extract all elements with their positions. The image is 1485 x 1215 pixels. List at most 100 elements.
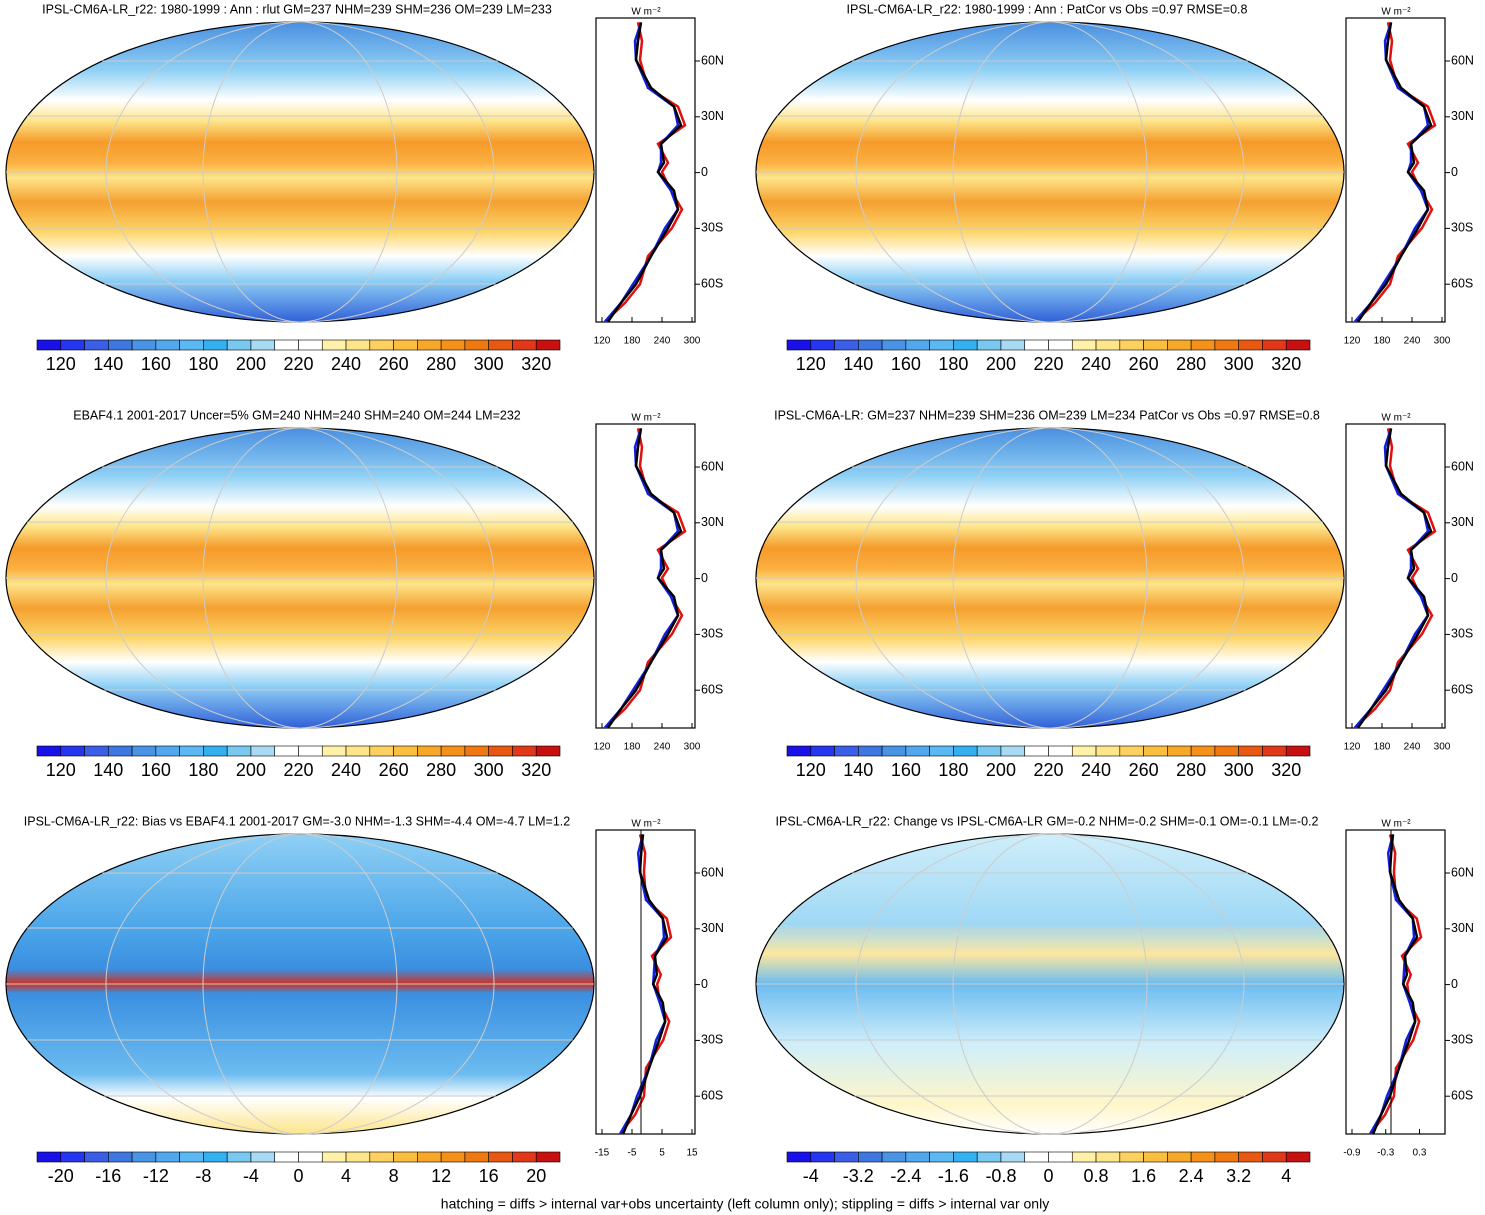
- colorbar-box: [1048, 339, 1073, 351]
- colorbar-label: 180: [188, 760, 218, 780]
- colorbar-box: [1214, 339, 1239, 351]
- colorbar-box: [1095, 745, 1121, 757]
- profile-ytick-label: 30N: [701, 921, 724, 935]
- colorbar-label: 320: [1271, 354, 1301, 374]
- colorbar-label: 160: [891, 354, 921, 374]
- colorbar-box: [1119, 1151, 1144, 1163]
- colorbar-box: [36, 745, 62, 757]
- colorbar-label: 160: [891, 760, 921, 780]
- colorbar-box: [1285, 339, 1311, 351]
- panel-title: IPSL-CM6A-LR: GM=237 NHM=239 SHM=236 OM=…: [774, 408, 1320, 422]
- colorbar-label: -0.8: [985, 1166, 1016, 1186]
- colorbar-box: [203, 1151, 228, 1163]
- colorbar-box: [440, 339, 466, 351]
- colorbar-box: [1167, 745, 1192, 757]
- colorbar-box: [84, 339, 109, 351]
- panel: EBAF4.1 2001-2017 Uncer=5% GM=240 NHM=24…: [5, 408, 724, 780]
- profile-xtick-label: 120: [1344, 742, 1361, 753]
- panel-title: IPSL-CM6A-LR_r22: Bias vs EBAF4.1 2001-2…: [24, 814, 570, 828]
- profile-line-ref: [604, 428, 680, 729]
- panel-title: IPSL-CM6A-LR_r22: 1980-1999 : Ann : PatC…: [847, 2, 1248, 16]
- profile-ytick-label: 30N: [701, 109, 724, 123]
- profile-unit: W m⁻²: [1381, 7, 1411, 18]
- profile-xtick-label: 300: [684, 742, 701, 753]
- colorbar-box: [1024, 339, 1049, 351]
- profile-xtick-label: 0.3: [1413, 1148, 1427, 1159]
- colorbar-label: 180: [938, 354, 968, 374]
- colorbar-box: [440, 1151, 466, 1163]
- profile-ytick-label: 60S: [1451, 276, 1473, 290]
- colorbar-label: 160: [141, 354, 171, 374]
- colorbar-box: [786, 745, 812, 757]
- profile-ytick-label: 30N: [1451, 921, 1474, 935]
- colorbar-label: 12: [431, 1166, 451, 1186]
- colorbar-box: [976, 339, 1002, 351]
- colorbar-box: [1262, 1151, 1287, 1163]
- colorbar-box: [131, 1151, 157, 1163]
- colorbar-label: 8: [389, 1166, 399, 1186]
- profile-xtick-label: 240: [654, 742, 671, 753]
- colorbar-box: [1167, 1151, 1192, 1163]
- panel: IPSL-CM6A-LR_r22: Change vs IPSL-CM6A-LR…: [755, 814, 1474, 1186]
- colorbar-box: [1238, 1151, 1263, 1163]
- colorbar-box: [1143, 745, 1168, 757]
- colorbar-box: [155, 745, 180, 757]
- colorbar-box: [1095, 1151, 1121, 1163]
- colorbar-box: [953, 339, 978, 351]
- colorbar-label: -4: [803, 1166, 819, 1186]
- colorbar-label: -2.4: [890, 1166, 921, 1186]
- colorbar-label: 260: [379, 760, 409, 780]
- colorbar-label: 280: [426, 760, 456, 780]
- colorbar-label: 300: [1224, 354, 1254, 374]
- colorbar-box: [535, 339, 561, 351]
- colorbar-box: [393, 1151, 418, 1163]
- colorbar-box: [60, 339, 85, 351]
- profile-line-model: [1356, 428, 1433, 729]
- profile-xtick-label: 180: [624, 336, 641, 347]
- profile-ytick-label: 30N: [1451, 515, 1474, 529]
- colorbar-box: [84, 1151, 109, 1163]
- colorbar-box: [60, 745, 85, 757]
- colorbar-box: [1262, 745, 1287, 757]
- profile-ytick-label: 60S: [701, 1088, 723, 1102]
- profile-line-ref: [604, 22, 680, 323]
- colorbar-box: [84, 745, 109, 757]
- colorbar-label: -20: [48, 1166, 74, 1186]
- colorbar-box: [440, 745, 466, 757]
- colorbar-label: 140: [843, 760, 873, 780]
- profile-line-model: [622, 834, 669, 1135]
- profile-ytick-label: 60N: [1451, 865, 1474, 879]
- colorbar-label: 0: [293, 1166, 303, 1186]
- colorbar-label: 120: [796, 760, 826, 780]
- colorbar-box: [834, 745, 859, 757]
- colorbar-box: [1238, 745, 1263, 757]
- colorbar-box: [464, 1151, 489, 1163]
- profile-unit: W m⁻²: [1381, 413, 1411, 424]
- colorbar-box: [905, 745, 930, 757]
- colorbar-box: [953, 745, 978, 757]
- colorbar-label: 160: [141, 760, 171, 780]
- profile-ytick-label: 0: [701, 165, 708, 179]
- colorbar-box: [1095, 339, 1121, 351]
- colorbar-box: [1024, 745, 1049, 757]
- colorbar-box: [512, 745, 537, 757]
- profile-xtick-label: 120: [1344, 336, 1361, 347]
- colorbar-box: [393, 745, 418, 757]
- colorbar-box: [1071, 745, 1097, 757]
- profile-frame: [1345, 17, 1446, 323]
- colorbar-box: [298, 339, 323, 351]
- profile-unit: W m⁻²: [1381, 819, 1411, 830]
- colorbar-box: [1238, 339, 1263, 351]
- profile-ytick-label: 60N: [701, 865, 724, 879]
- colorbar-box: [369, 1151, 394, 1163]
- colorbar-box: [1119, 339, 1144, 351]
- colorbar-label: 220: [1033, 354, 1063, 374]
- colorbar-box: [1000, 745, 1026, 757]
- colorbar-box: [881, 1151, 907, 1163]
- panel: IPSL-CM6A-LR_r22: 1980-1999 : Ann : PatC…: [755, 2, 1474, 374]
- profile-line-ref: [619, 834, 667, 1135]
- profile-xtick-label: 120: [594, 336, 611, 347]
- colorbar-box: [1000, 339, 1026, 351]
- profile-xtick-label: -0.9: [1343, 1148, 1361, 1159]
